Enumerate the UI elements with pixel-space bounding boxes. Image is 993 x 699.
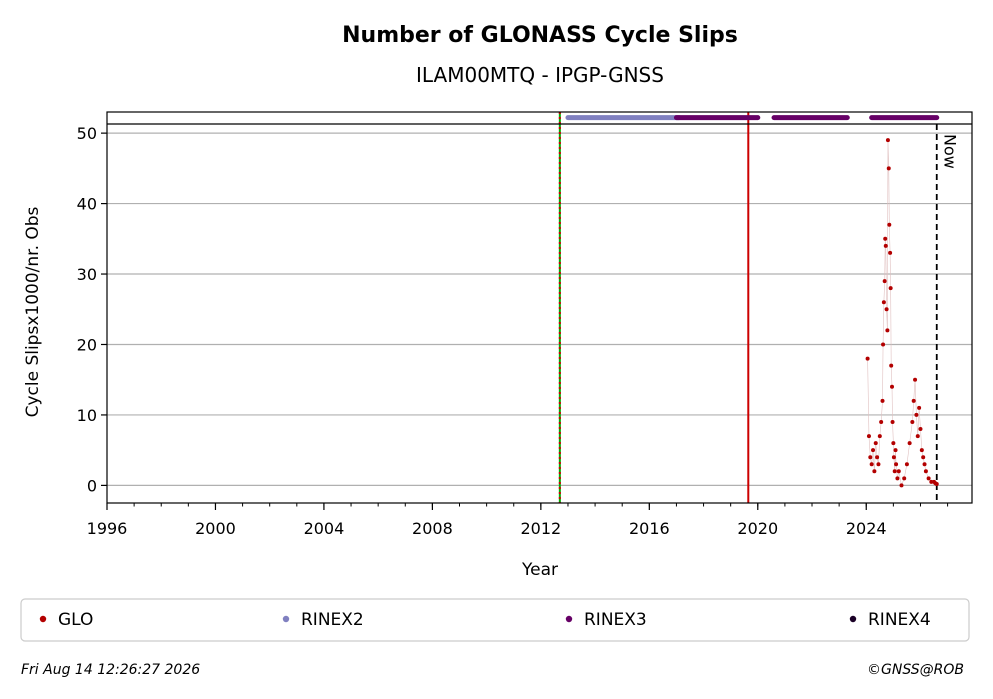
y-tick-label-10: 10 bbox=[77, 406, 97, 425]
footer-copyright: ©GNSS@ROB bbox=[867, 662, 964, 678]
legend-box bbox=[20, 598, 970, 642]
glo-point bbox=[896, 469, 901, 474]
glo-point bbox=[886, 166, 891, 171]
glo-point bbox=[895, 476, 900, 481]
grid-layer bbox=[107, 132, 972, 486]
x-tick-label-2004: 2004 bbox=[304, 519, 345, 538]
glo-point bbox=[881, 300, 886, 305]
legend-item-rinex2: RINEX2 bbox=[282, 610, 364, 630]
x-ticks: 1996 2000 2004 2008 2012 2016 2020 2024 bbox=[87, 503, 949, 538]
glo-point bbox=[885, 328, 890, 333]
glo-point bbox=[911, 398, 916, 403]
glo-point bbox=[894, 462, 899, 467]
x-tick-label-1996: 1996 bbox=[87, 519, 128, 538]
glo-point bbox=[890, 419, 895, 424]
glo-point bbox=[888, 250, 893, 255]
glo-point bbox=[880, 398, 885, 403]
y-tick-label-50: 50 bbox=[77, 124, 97, 143]
legend-marker-glo bbox=[39, 615, 47, 623]
legend-label-rinex2: RINEX2 bbox=[301, 610, 364, 630]
footer-timestamp: Fri Aug 14 12:26:27 2026 bbox=[21, 662, 200, 678]
legend-item-rinex4: RINEX4 bbox=[849, 610, 931, 630]
glo-point bbox=[871, 448, 876, 453]
x-tick-label-2020: 2020 bbox=[737, 519, 778, 538]
legend-marker-rinex2 bbox=[282, 615, 290, 623]
glo-point bbox=[876, 462, 881, 467]
glo-point bbox=[882, 279, 887, 284]
glo-point bbox=[917, 405, 922, 410]
legend: GLO RINEX2 RINEX3 RINEX4 bbox=[20, 598, 970, 642]
plot-frame bbox=[106, 111, 973, 504]
x-tick-label-2024: 2024 bbox=[846, 519, 887, 538]
vertical-lines: Now bbox=[558, 112, 960, 503]
glo-point bbox=[872, 469, 877, 474]
glo-point bbox=[865, 356, 870, 361]
x-tick-label-2016: 2016 bbox=[629, 519, 670, 538]
glo-point bbox=[885, 138, 890, 143]
glo-point bbox=[915, 434, 920, 439]
y-tick-label-30: 30 bbox=[77, 265, 97, 284]
glo-point bbox=[887, 222, 892, 227]
glo-point bbox=[934, 481, 939, 486]
x-tick-label-2012: 2012 bbox=[520, 519, 561, 538]
x-axis-label: Year bbox=[521, 560, 558, 580]
glo-point bbox=[879, 419, 884, 424]
glo-point bbox=[921, 455, 926, 460]
glo-point bbox=[919, 448, 924, 453]
glo-point bbox=[907, 441, 912, 446]
y-axis-label: Cycle Slipsx1000/nr. Obs bbox=[23, 206, 43, 417]
glo-point bbox=[877, 434, 882, 439]
legend-label-glo: GLO bbox=[58, 610, 93, 630]
glo-point bbox=[888, 286, 893, 291]
glo-point bbox=[892, 469, 897, 474]
y-ticks: 0 10 20 30 40 50 bbox=[77, 124, 107, 495]
glo-point bbox=[914, 412, 919, 417]
legend-marker-rinex3 bbox=[565, 615, 573, 623]
glo-point bbox=[904, 462, 909, 467]
y-tick-label-20: 20 bbox=[77, 335, 97, 354]
legend-label-rinex3: RINEX3 bbox=[584, 610, 647, 630]
y-tick-label-40: 40 bbox=[77, 195, 97, 214]
y-tick-label-0: 0 bbox=[87, 476, 97, 495]
chart-subtitle: ILAM00MTQ - IPGP-GNSS bbox=[416, 63, 664, 87]
glo-point bbox=[926, 476, 931, 481]
glo-point bbox=[884, 307, 889, 312]
glo-point bbox=[890, 384, 895, 389]
glo-point bbox=[893, 448, 898, 453]
glo-point bbox=[891, 441, 896, 446]
glo-points bbox=[865, 138, 939, 488]
glo-point bbox=[869, 462, 874, 467]
glo-point bbox=[875, 455, 880, 460]
glo-point bbox=[922, 462, 927, 467]
legend-marker-rinex4 bbox=[849, 615, 857, 623]
glo-point bbox=[868, 455, 873, 460]
legend-item-rinex3: RINEX3 bbox=[565, 610, 647, 630]
glo-point bbox=[923, 469, 928, 474]
glo-point bbox=[873, 441, 878, 446]
glo-point bbox=[913, 377, 918, 382]
x-tick-label-2008: 2008 bbox=[412, 519, 453, 538]
glo-point bbox=[889, 363, 894, 368]
now-label: Now bbox=[941, 134, 960, 169]
glo-point bbox=[866, 434, 871, 439]
glo-point bbox=[910, 419, 915, 424]
glo-point bbox=[902, 476, 907, 481]
plot-area: 1996 2000 2004 2008 2012 2016 2020 2024 0 10 20 30… bbox=[77, 111, 973, 538]
x-tick-label-2000: 2000 bbox=[195, 519, 236, 538]
glo-point bbox=[918, 427, 923, 432]
glo-point bbox=[899, 483, 904, 488]
glo-point bbox=[891, 455, 896, 460]
glo-point bbox=[883, 236, 888, 241]
legend-label-rinex4: RINEX4 bbox=[868, 610, 931, 630]
chart-title: Number of GLONASS Cycle Slips bbox=[342, 23, 738, 48]
glo-point bbox=[881, 342, 886, 347]
glo-point bbox=[883, 243, 888, 248]
glo-trace bbox=[867, 140, 937, 487]
legend-item-glo: GLO bbox=[39, 610, 93, 630]
